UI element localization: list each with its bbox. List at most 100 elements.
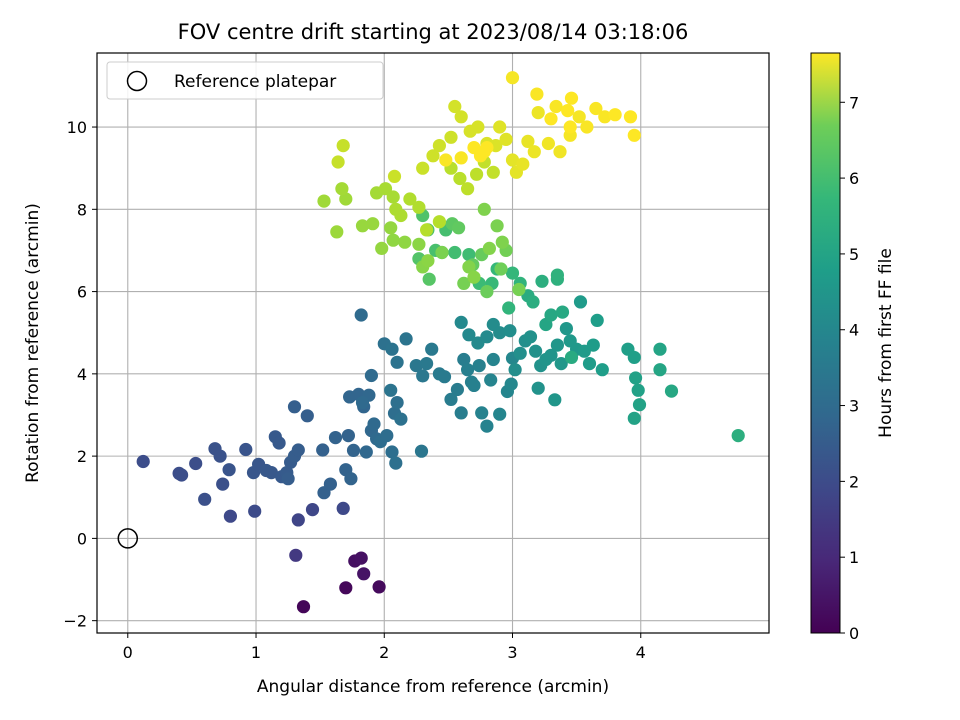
data-point	[380, 429, 394, 443]
data-point	[435, 245, 449, 260]
data-point	[272, 436, 286, 450]
data-point	[523, 330, 538, 344]
data-point	[480, 419, 494, 433]
data-point	[359, 445, 373, 459]
x-axis-label: Angular distance from reference (arcmin)	[257, 677, 609, 697]
data-point	[403, 192, 417, 206]
data-point	[372, 580, 386, 594]
data-point	[335, 182, 349, 196]
data-point	[598, 110, 612, 124]
y-axis-label: Rotation from reference (arcmin)	[23, 203, 43, 483]
data-point	[505, 153, 520, 167]
data-point	[439, 153, 453, 167]
data-point	[399, 332, 413, 346]
data-point	[531, 106, 545, 120]
reference-marker	[117, 528, 139, 549]
data-point	[508, 363, 522, 377]
data-point	[175, 468, 189, 482]
data-point	[198, 492, 212, 506]
data-point	[420, 357, 434, 371]
data-point	[462, 248, 476, 262]
data-point	[409, 359, 423, 373]
data-point	[412, 200, 426, 214]
data-point	[653, 363, 667, 377]
data-point	[425, 342, 439, 356]
data-point	[216, 477, 230, 491]
data-point	[444, 130, 458, 144]
data-point	[664, 384, 679, 398]
y-tick-label: 10	[67, 118, 87, 137]
data-point	[632, 398, 647, 412]
data-point	[595, 363, 609, 377]
data-point	[486, 165, 500, 179]
data-point	[354, 551, 368, 565]
y-tick-label: −2	[63, 612, 87, 631]
data-point	[289, 548, 303, 562]
data-point	[555, 305, 570, 319]
data-point	[461, 363, 475, 377]
data-point	[467, 270, 481, 284]
data-point	[629, 371, 643, 385]
data-point	[291, 513, 305, 527]
data-point	[437, 370, 452, 384]
data-point	[414, 444, 429, 458]
y-axis-ticks: −2 0 2 4 6 8 10	[63, 118, 97, 631]
data-point	[264, 466, 278, 480]
data-point	[590, 313, 604, 327]
data-point	[394, 208, 408, 223]
data-point	[355, 396, 370, 410]
data-point	[384, 221, 398, 235]
data-point	[213, 449, 227, 463]
data-point	[346, 443, 361, 457]
data-point	[513, 346, 527, 360]
data-point	[354, 308, 368, 322]
colorbar: 0 1 2 3 4 5 6 7 Hours from first FF file	[810, 52, 896, 643]
data-point	[367, 417, 381, 431]
data-point	[344, 472, 358, 486]
data-point	[582, 357, 597, 371]
data-point	[222, 463, 236, 477]
data-point	[490, 219, 504, 233]
data-point	[477, 145, 491, 159]
data-point	[549, 99, 563, 114]
plot-frame	[96, 52, 770, 634]
data-point	[462, 260, 476, 274]
data-point	[336, 501, 350, 515]
y-tick-label: 6	[77, 283, 87, 302]
data-point	[457, 276, 471, 290]
data-point	[384, 383, 398, 397]
data-point	[357, 567, 371, 581]
data-point	[535, 274, 549, 288]
data-point	[554, 357, 568, 371]
x-tick-label: 4	[636, 643, 646, 662]
data-point	[470, 167, 484, 181]
data-point	[223, 509, 237, 523]
data-point	[432, 139, 446, 153]
data-point	[653, 342, 667, 356]
data-point	[475, 406, 489, 420]
colorbar-tick-label: 0	[849, 624, 859, 643]
y-tick-label: 0	[77, 529, 87, 548]
data-point	[589, 101, 603, 116]
colorbar-tick-label: 7	[849, 93, 859, 112]
colorbar-gradient	[810, 52, 841, 634]
data-point	[550, 338, 565, 352]
data-point	[189, 456, 203, 471]
y-tick-label: 4	[77, 365, 87, 384]
data-point	[564, 91, 579, 105]
data-point	[608, 108, 622, 122]
data-point	[499, 132, 513, 146]
data-point	[623, 110, 638, 124]
data-point	[316, 443, 330, 457]
data-point	[300, 409, 314, 423]
data-point	[328, 431, 343, 445]
colorbar-ticks: 0 1 2 3 4 5 6 7	[840, 93, 859, 643]
legend-entry-label: Reference platepar	[174, 72, 336, 92]
data-point	[627, 350, 641, 364]
data-point	[494, 262, 508, 276]
data-point	[452, 221, 466, 235]
colorbar-label: Hours from first FF file	[876, 248, 896, 438]
data-point	[731, 429, 745, 443]
y-tick-label: 8	[77, 200, 87, 219]
